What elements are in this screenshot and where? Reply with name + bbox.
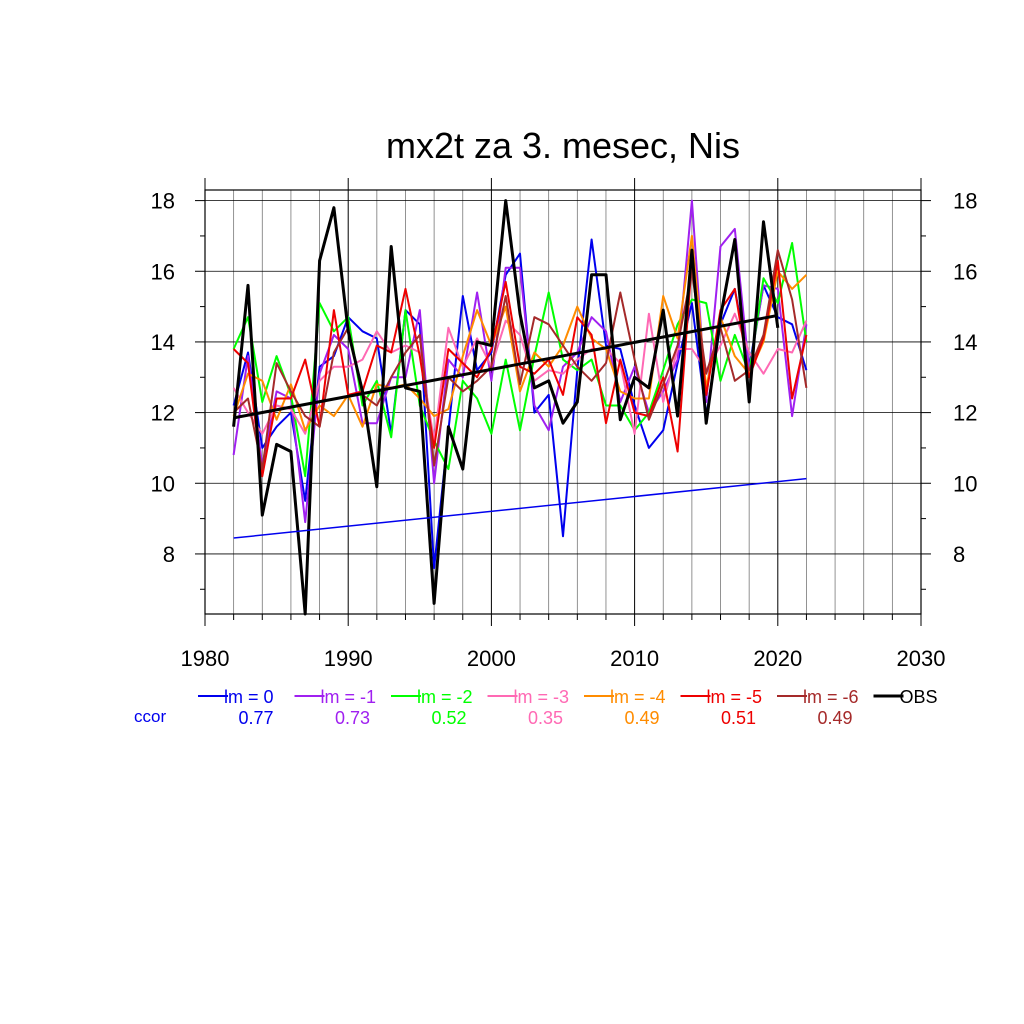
- legend-ccor-6: 0.49: [817, 708, 852, 728]
- trend-line-1: [233, 477, 807, 539]
- y-tick-label: 8: [163, 542, 175, 567]
- x-tick-label: 1980: [181, 646, 230, 671]
- y-tick-label-right: 18: [953, 189, 977, 214]
- y-tick-label-right: 16: [953, 259, 977, 284]
- x-tick-label: 2030: [897, 646, 946, 671]
- legend-ccor-5: 0.51: [721, 708, 756, 728]
- legend-ccor-4: 0.49: [624, 708, 659, 728]
- x-tick-label: 1990: [324, 646, 373, 671]
- axes: 1980 1990 2000 2010 2020 2030 8 8 10 10 12 12 14 14 16…: [151, 178, 977, 671]
- legend-ccor-2: 0.52: [431, 708, 466, 728]
- trend-layer: [233, 313, 807, 539]
- y-tick-label-right: 14: [953, 330, 977, 355]
- legend-label-6: lm = -6: [803, 687, 859, 707]
- x-tick-label: 2010: [610, 646, 659, 671]
- legend-ccor-label: ccor: [134, 707, 166, 726]
- y-tick-label-right: 10: [953, 471, 977, 496]
- legend-label-5: lm = -5: [707, 687, 763, 707]
- legend: ccor lm = 00.77 lm = -10.73 lm = -20.52 lm …: [134, 687, 938, 728]
- series-layer: [232, 199, 808, 616]
- legend-label-0: lm = 0: [224, 687, 274, 707]
- series-line-5: [232, 259, 808, 478]
- trend-line-0: [233, 313, 779, 420]
- series-line-6: [232, 249, 808, 471]
- legend-label-7: OBS: [900, 687, 938, 707]
- legend-label-4: lm = -4: [610, 687, 666, 707]
- x-tick-label: 2020: [753, 646, 802, 671]
- y-tick-label: 10: [151, 471, 175, 496]
- x-tick-label: 2000: [467, 646, 516, 671]
- y-tick-label: 12: [151, 401, 175, 426]
- plot-frame: [204, 189, 922, 615]
- series-line-7: [232, 199, 780, 616]
- legend-label-2: lm = -2: [417, 687, 473, 707]
- y-tick-label: 18: [151, 189, 175, 214]
- legend-label-1: lm = -1: [321, 687, 377, 707]
- legend-label-3: lm = -3: [514, 687, 570, 707]
- y-tick-label-right: 12: [953, 401, 977, 426]
- legend-ccor-1: 0.73: [335, 708, 370, 728]
- y-tick-label: 16: [151, 259, 175, 284]
- legend-ccor-0: 0.77: [238, 708, 273, 728]
- y-tick-label-right: 8: [953, 542, 965, 567]
- legend-ccor-3: 0.35: [528, 708, 563, 728]
- y-tick-label: 14: [151, 330, 175, 355]
- chart-title: mx2t za 3. mesec, Nis: [386, 125, 740, 166]
